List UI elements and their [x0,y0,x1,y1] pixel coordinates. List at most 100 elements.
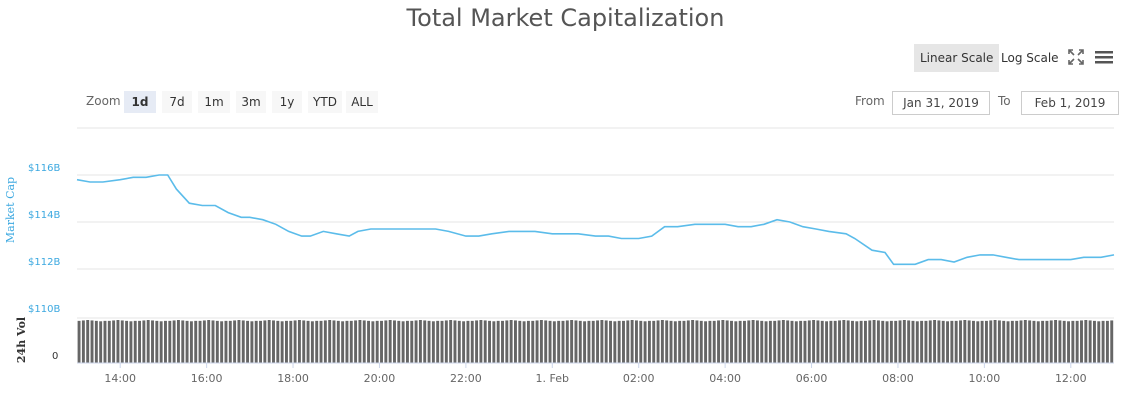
volume-bar [889,320,893,363]
volume-bar [285,320,288,363]
y-axis-title: Market Cap [4,177,17,243]
volume-bar [349,320,353,363]
volume-bar [138,320,142,363]
volume-bar [626,320,630,363]
from-date-input[interactable] [892,91,990,115]
volume-bar [565,320,569,363]
volume-bar [574,320,578,363]
volume-bar [570,320,574,363]
x-tick-label: 04:00 [709,372,741,385]
volume-bar [669,320,673,363]
volume-bar [181,320,185,363]
x-tick-label: 1. Feb [536,372,569,385]
volume-bar [367,320,371,363]
volume-bar [215,320,219,363]
volume-bar [885,321,889,363]
volume-bar [652,320,656,363]
fullscreen-icon[interactable] [1066,47,1086,67]
hamburger-menu-icon[interactable] [1094,47,1114,67]
y-tick-label: $114B [28,210,60,221]
volume-bar [375,320,379,363]
log-scale-button[interactable]: Log Scale [1001,51,1059,65]
volume-bar [479,320,483,363]
volume-bar [423,320,427,363]
volume-bar [954,320,958,363]
volume-bar [695,320,699,363]
y-tick-label: $116B [28,163,60,174]
volume-bar [613,321,617,363]
volume-bar [829,320,833,363]
zoom-all-button[interactable]: ALL [346,91,378,113]
volume-bar [786,320,790,363]
volume-bar [734,321,738,363]
volume-bar [1067,321,1070,363]
volume-bar [94,320,98,363]
volume-bar [851,320,854,363]
zoom-1m-button[interactable]: 1m [198,91,230,113]
volume-bar [457,320,461,363]
volume-bar [142,320,146,363]
volume-bar [1062,320,1066,363]
volume-bar [310,321,314,363]
volume-bar [963,320,967,363]
x-tick-label: 18:00 [277,372,309,385]
y-tick-label: $112B [28,257,60,268]
volume-bar [993,320,997,363]
volume-bar [293,320,297,363]
volume-bar [561,320,565,363]
market-cap-line [76,174,1115,266]
volume-bar [678,320,682,363]
volume-bar [859,320,863,363]
volume-bar [1049,320,1053,363]
volume-bar [306,320,310,363]
volume-bar [868,320,872,363]
volume-bar [717,320,721,363]
volume-bar [172,320,176,363]
volume-bar [401,321,405,363]
volume-bar [604,320,608,363]
volume-bar [933,320,937,363]
from-label: From [855,94,885,108]
volume-bar [418,320,422,363]
volume-bar [907,320,911,363]
x-tick-label: 20:00 [364,372,396,385]
volume-bar [531,320,535,363]
volume-bar [263,320,267,363]
volume-bar [972,320,975,363]
volume-bar [1092,320,1096,363]
volume-bar [470,320,474,363]
volume-bar [799,320,803,363]
linear-scale-button[interactable]: Linear Scale [914,44,1000,72]
volume-bar [272,320,275,363]
volume-bar [202,320,206,363]
volume-bar [928,320,932,363]
volume-bar [233,320,237,363]
volume-bar [1084,320,1088,363]
zoom-3m-button[interactable]: 3m [236,91,266,113]
volume-bar [639,320,643,363]
volume-bar [155,320,159,363]
volume-bar [341,321,345,363]
zoom-1d-button[interactable]: 1d [124,91,156,113]
volume-bar [583,321,587,363]
volume-bar [483,320,487,363]
volume-bar [267,320,271,363]
volume-bar [302,320,306,363]
volume-bar [552,321,556,363]
volume-bar [86,320,90,363]
to-date-input[interactable] [1021,91,1119,115]
x-tick-label: 10:00 [969,372,1001,385]
volume-bar [587,320,591,363]
zoom-7d-button[interactable]: 7d [162,91,192,113]
volume-bar [764,321,768,363]
volume-bar [622,320,625,363]
volume-bar [855,321,859,363]
volume-bar [116,320,120,363]
volume-bar [755,320,759,363]
volume-bar [950,320,954,363]
volume-bar [146,320,150,363]
zoom-ytd-button[interactable]: YTD [308,91,342,113]
zoom-1y-button[interactable]: 1y [272,91,302,113]
volume-bar [673,321,677,363]
